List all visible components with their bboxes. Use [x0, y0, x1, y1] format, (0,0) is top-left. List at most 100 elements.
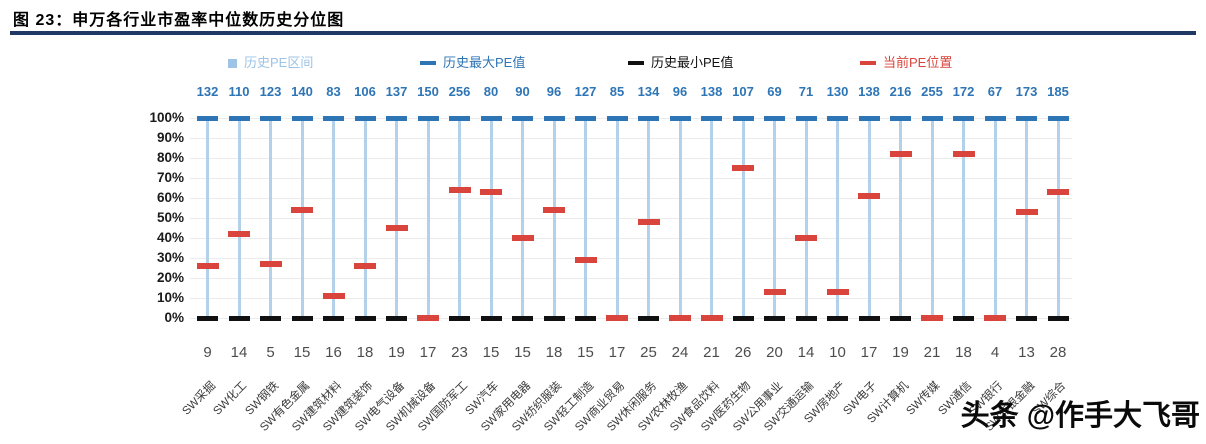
min-pe-dash [858, 315, 880, 321]
max-pe-value: 140 [291, 84, 313, 99]
min-pe-value: 19 [892, 344, 909, 361]
current-pe-dash [1015, 209, 1038, 215]
pe-range-line [584, 118, 587, 318]
current-pe-dash [984, 315, 1006, 321]
pe-range-line [741, 118, 745, 318]
max-pe-dash [291, 115, 313, 121]
legend-dash-icon [860, 61, 876, 65]
max-pe-value: 83 [326, 84, 341, 99]
min-pe-dash [449, 315, 470, 321]
min-pe-dash [732, 315, 754, 321]
max-pe-value: 96 [672, 84, 688, 99]
min-pe-dash [827, 315, 848, 321]
current-pe-dash [889, 151, 912, 157]
legend-item: 历史PE区间 [228, 56, 313, 70]
min-pe-dash [795, 315, 817, 321]
min-pe-dash [228, 315, 250, 321]
min-pe-dash [480, 315, 502, 321]
min-pe-dash [575, 315, 596, 321]
gridline [190, 177, 1072, 179]
min-pe-value: 9 [203, 344, 212, 361]
max-pe-value: 134 [637, 84, 660, 99]
min-pe-dash [1016, 315, 1037, 321]
y-axis-label: 20% [156, 270, 184, 285]
pe-range-line [269, 118, 272, 318]
max-pe-dash [197, 115, 218, 121]
max-pe-value: 256 [448, 84, 471, 99]
min-pe-value: 23 [451, 344, 468, 361]
min-pe-dash [197, 315, 218, 321]
y-axis-label: 60% [156, 190, 184, 205]
min-pe-dash [512, 315, 533, 321]
min-pe-value: 18 [545, 344, 563, 361]
min-pe-value: 28 [1049, 344, 1067, 361]
current-pe-dash [448, 187, 471, 193]
pe-range-line [363, 118, 367, 318]
current-pe-dash [606, 315, 628, 321]
max-pe-value: 85 [609, 84, 625, 99]
min-pe-value: 15 [514, 344, 531, 361]
max-pe-value: 107 [732, 84, 754, 99]
max-pe-value: 71 [798, 84, 814, 99]
max-pe-dash [543, 115, 565, 121]
min-pe-value: 26 [734, 344, 752, 361]
max-pe-value: 137 [385, 84, 408, 99]
y-axis-label: 70% [156, 170, 184, 185]
current-pe-dash [763, 289, 786, 295]
pe-range-line [489, 118, 493, 318]
y-axis-label: 10% [156, 290, 184, 305]
max-pe-dash [669, 115, 691, 121]
pe-range-line [1056, 118, 1060, 318]
min-pe-value: 13 [1018, 344, 1035, 361]
min-pe-value: 21 [923, 344, 941, 361]
legend-item: 历史最大PE值 [420, 56, 525, 70]
min-pe-value: 14 [230, 344, 248, 361]
min-pe-value: 20 [766, 344, 783, 361]
min-pe-value: 25 [640, 344, 657, 361]
pe-range-line [993, 118, 997, 318]
max-pe-value: 255 [921, 84, 943, 99]
min-pe-dash [543, 315, 565, 321]
min-pe-dash [323, 315, 344, 321]
min-pe-value: 24 [671, 344, 689, 361]
min-pe-value: 18 [356, 344, 374, 361]
max-pe-dash [386, 115, 407, 121]
pe-range-line [395, 118, 398, 318]
max-pe-value: 80 [483, 84, 499, 99]
min-pe-value: 5 [266, 344, 275, 361]
max-pe-dash [228, 115, 250, 121]
max-pe-value: 67 [987, 84, 1003, 99]
max-pe-value: 96 [546, 84, 562, 99]
legend-label: 当前PE位置 [883, 55, 953, 70]
min-pe-value: 15 [482, 344, 500, 361]
max-pe-dash [1047, 115, 1069, 121]
current-pe-dash [637, 219, 660, 225]
max-pe-dash [795, 115, 817, 121]
pe-range-line [1025, 118, 1028, 318]
legend-dash-icon [420, 61, 436, 65]
pe-range-line [867, 118, 871, 318]
max-pe-dash [732, 115, 754, 121]
current-pe-dash [1047, 189, 1069, 195]
pe-range-line [773, 118, 776, 318]
min-pe-value: 16 [325, 344, 342, 361]
pe-range-line [962, 118, 965, 318]
current-pe-dash [543, 207, 565, 213]
figure-title: 图 23：申万各行业市盈率中位数历史分位图 [13, 12, 345, 29]
max-pe-dash [701, 115, 722, 121]
current-pe-dash [921, 315, 943, 321]
max-pe-dash [921, 115, 943, 121]
y-axis-label: 0% [164, 310, 184, 325]
min-pe-value: 15 [577, 344, 594, 361]
gridline [190, 197, 1072, 199]
min-pe-value: 14 [797, 344, 815, 361]
current-pe-dash [952, 151, 975, 157]
current-pe-dash [700, 315, 723, 321]
max-pe-value: 123 [259, 84, 282, 99]
min-pe-value: 4 [990, 344, 1000, 361]
pe-range-line [237, 118, 241, 318]
max-pe-dash [323, 115, 344, 121]
pe-range-line [332, 118, 335, 318]
max-pe-dash [953, 115, 974, 121]
